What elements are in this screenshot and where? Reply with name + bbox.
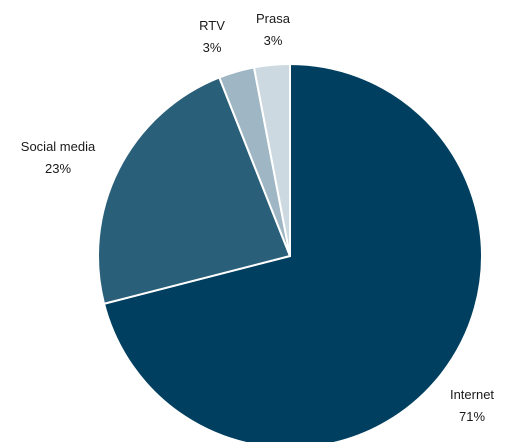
pie-slices — [97, 63, 483, 442]
slice-value-social-media: 23% — [45, 161, 71, 176]
pie-slice-internet — [103, 63, 483, 442]
slice-value-internet: 71% — [459, 409, 485, 424]
slice-value-prasa: 3% — [264, 33, 283, 48]
slice-label-rtv: RTV — [199, 18, 225, 33]
pie-slice-prasa — [253, 63, 291, 257]
slice-value-rtv: 3% — [203, 40, 222, 55]
slice-label-social-media: Social media — [21, 139, 96, 154]
slice-label-internet: Internet — [450, 387, 494, 402]
slice-label-prasa: Prasa — [256, 11, 291, 26]
pie-slice-social-media — [97, 76, 291, 305]
